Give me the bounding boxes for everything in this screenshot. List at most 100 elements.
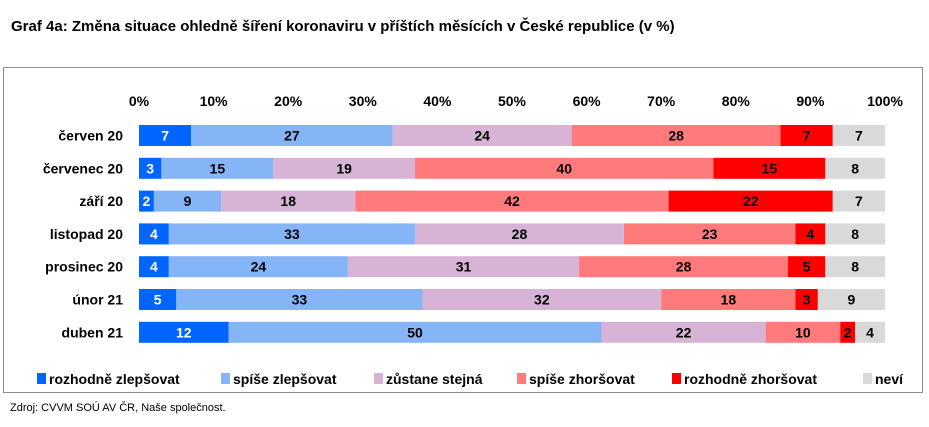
data-label: 28	[676, 259, 692, 275]
bar-segment	[161, 157, 274, 179]
bar-segment	[661, 289, 796, 310]
data-label: 12	[176, 324, 192, 340]
x-tick-label: 90%	[796, 93, 825, 109]
legend-label: neví	[875, 371, 904, 387]
legend-label: spíše zlepšovat	[233, 371, 337, 387]
category-label: duben 21	[62, 324, 124, 340]
data-label: 28	[668, 128, 684, 144]
x-tick-label: 80%	[722, 93, 751, 109]
x-tick-label: 70%	[647, 93, 676, 109]
bar-segment	[415, 223, 624, 245]
bar-segment	[780, 125, 833, 146]
data-label: 4	[150, 259, 158, 275]
data-label: 32	[534, 292, 550, 308]
legend-swatch	[672, 373, 681, 384]
data-label: 24	[474, 128, 490, 144]
data-label: 8	[851, 259, 859, 275]
data-label: 4	[866, 324, 874, 340]
bar-segment	[139, 223, 169, 245]
legend-label: rozhodně zlepšovat	[49, 371, 180, 387]
x-tick-label: 20%	[274, 93, 303, 109]
data-label: 7	[161, 128, 169, 144]
bar-segment	[795, 289, 818, 310]
data-label: 3	[146, 160, 154, 176]
x-tick-label: 40%	[423, 93, 452, 109]
bar-segment	[176, 289, 423, 310]
bar-segment	[668, 190, 833, 212]
bar-segment	[832, 125, 885, 146]
bar-segment	[832, 190, 885, 212]
x-tick-label: 100%	[867, 93, 903, 109]
data-label: 42	[504, 193, 520, 209]
bar-segment	[579, 256, 789, 278]
legend-label: spíše zhoršovat	[529, 371, 635, 387]
legend-swatch	[221, 373, 230, 384]
category-label: září 20	[79, 193, 123, 209]
data-label: 18	[280, 193, 296, 209]
data-label: 3	[803, 292, 811, 308]
category-label: prosinec 20	[45, 259, 123, 275]
bar-segment	[139, 125, 192, 146]
bar-segment	[273, 157, 416, 179]
bar-segment	[795, 223, 826, 245]
category-label: listopad 20	[50, 226, 123, 242]
legend-swatch	[863, 373, 872, 384]
data-label: 4	[807, 226, 815, 242]
bar-segment	[347, 256, 580, 278]
x-tick-label: 0%	[129, 93, 150, 109]
bar-segment	[415, 157, 714, 179]
x-tick-label: 30%	[349, 93, 378, 109]
data-label: 15	[762, 160, 778, 176]
category-label: červenec 20	[43, 160, 123, 176]
data-label: 2	[844, 324, 852, 340]
data-label: 8	[851, 226, 859, 242]
legend-label: zůstane stejná	[386, 371, 483, 387]
bar-segment	[168, 223, 416, 245]
data-label: 22	[743, 193, 759, 209]
data-label: 9	[184, 193, 192, 209]
bar-segment	[228, 321, 602, 343]
legend-label: rozhodně zhoršovat	[684, 371, 817, 387]
bar-segment	[355, 190, 669, 212]
category-label: červen 20	[58, 128, 123, 144]
data-label: 19	[336, 160, 352, 176]
bar-segment	[139, 190, 154, 212]
data-label: 7	[803, 128, 811, 144]
bar-segment	[825, 157, 885, 179]
bar-segment	[221, 190, 356, 212]
data-label: 33	[292, 292, 308, 308]
data-label: 9	[848, 292, 856, 308]
chart-title: Graf 4a: Změna situace ohledně šíření ko…	[11, 18, 675, 35]
bar-segment	[139, 157, 162, 179]
data-label: 2	[143, 193, 151, 209]
bar-segment	[825, 223, 885, 245]
data-label: 23	[702, 226, 718, 242]
bar-segment	[840, 321, 856, 343]
bar-segment	[571, 125, 781, 146]
legend-swatch	[37, 373, 46, 384]
data-label: 5	[154, 292, 162, 308]
data-label: 24	[251, 259, 267, 275]
bar-segment	[623, 223, 796, 245]
x-tick-label: 60%	[573, 93, 602, 109]
bar-segment	[139, 256, 169, 278]
data-label: 31	[456, 259, 472, 275]
data-label: 5	[803, 259, 811, 275]
x-tick-label: 10%	[200, 93, 229, 109]
bar-segment	[422, 289, 662, 310]
bar-segment	[392, 125, 572, 146]
legend-swatch	[374, 373, 383, 384]
data-label: 40	[556, 160, 572, 176]
category-label: únor 21	[72, 292, 123, 308]
data-label: 18	[721, 292, 737, 308]
data-label: 27	[284, 128, 300, 144]
source-note: Zdroj: CVVM SOÚ AV ČR, Naše společnost.	[10, 402, 226, 414]
bar-segment	[139, 321, 229, 343]
bar-segment	[817, 289, 885, 310]
bar-segment	[713, 157, 826, 179]
data-label: 33	[284, 226, 300, 242]
data-label: 7	[855, 128, 863, 144]
data-label: 15	[210, 160, 226, 176]
bar-segment	[855, 321, 885, 343]
data-label: 22	[676, 324, 692, 340]
